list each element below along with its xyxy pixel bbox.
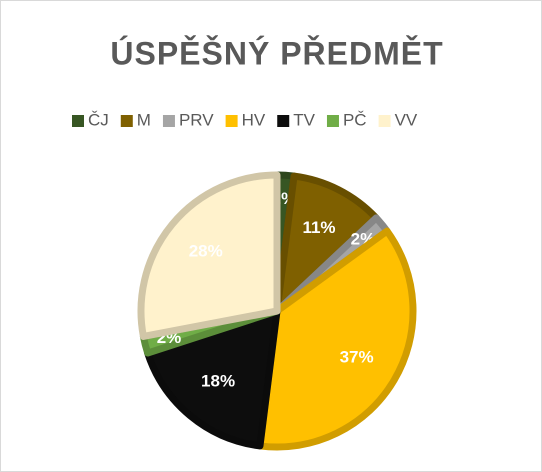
legend-label: TV [293, 110, 315, 129]
chart-title: ÚSPĚŠNÝ PŘEDMĚT [110, 35, 443, 71]
data-label: 11% [302, 218, 335, 237]
data-label: 28% [189, 242, 223, 261]
legend-swatch [378, 115, 391, 127]
legend-swatch [162, 115, 175, 127]
legend-swatch [120, 115, 133, 127]
data-label: 37% [340, 348, 374, 367]
legend-swatch [277, 115, 290, 127]
legend-label: ČJ [88, 110, 109, 129]
legend-label: VV [395, 110, 418, 129]
legend-swatch [72, 115, 84, 127]
pie-slice [137, 171, 281, 340]
legend-label: M [137, 110, 151, 129]
legend-label: HV [242, 110, 266, 129]
legend-swatch [326, 115, 339, 127]
legend-swatch [225, 115, 238, 127]
legend-label: PČ [343, 110, 367, 129]
legend-label: PRV [179, 110, 214, 129]
data-label: 18% [201, 372, 235, 391]
pie-slice [256, 227, 417, 451]
